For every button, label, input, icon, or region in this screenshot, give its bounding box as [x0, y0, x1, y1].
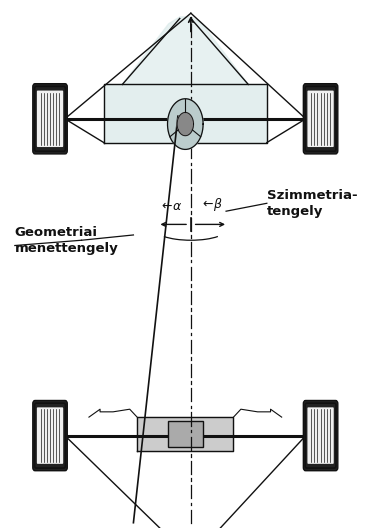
FancyBboxPatch shape	[168, 421, 203, 447]
FancyBboxPatch shape	[307, 91, 334, 147]
FancyBboxPatch shape	[37, 91, 63, 147]
Polygon shape	[104, 84, 267, 143]
FancyBboxPatch shape	[303, 83, 338, 154]
FancyBboxPatch shape	[37, 408, 63, 464]
Polygon shape	[137, 417, 233, 451]
Polygon shape	[168, 99, 203, 149]
Text: Szimmetria-
tengely: Szimmetria- tengely	[267, 189, 357, 218]
FancyBboxPatch shape	[33, 83, 67, 154]
FancyBboxPatch shape	[307, 408, 334, 464]
Polygon shape	[122, 17, 248, 84]
Polygon shape	[177, 112, 193, 136]
Text: $\mathit{\leftarrow\!\alpha}$: $\mathit{\leftarrow\!\alpha}$	[159, 200, 182, 213]
Text: Geometriai
menettengely: Geometriai menettengely	[15, 226, 119, 254]
Text: $\mathit{\leftarrow\!\beta}$: $\mathit{\leftarrow\!\beta}$	[200, 196, 223, 213]
FancyBboxPatch shape	[33, 400, 67, 471]
FancyBboxPatch shape	[303, 400, 338, 471]
